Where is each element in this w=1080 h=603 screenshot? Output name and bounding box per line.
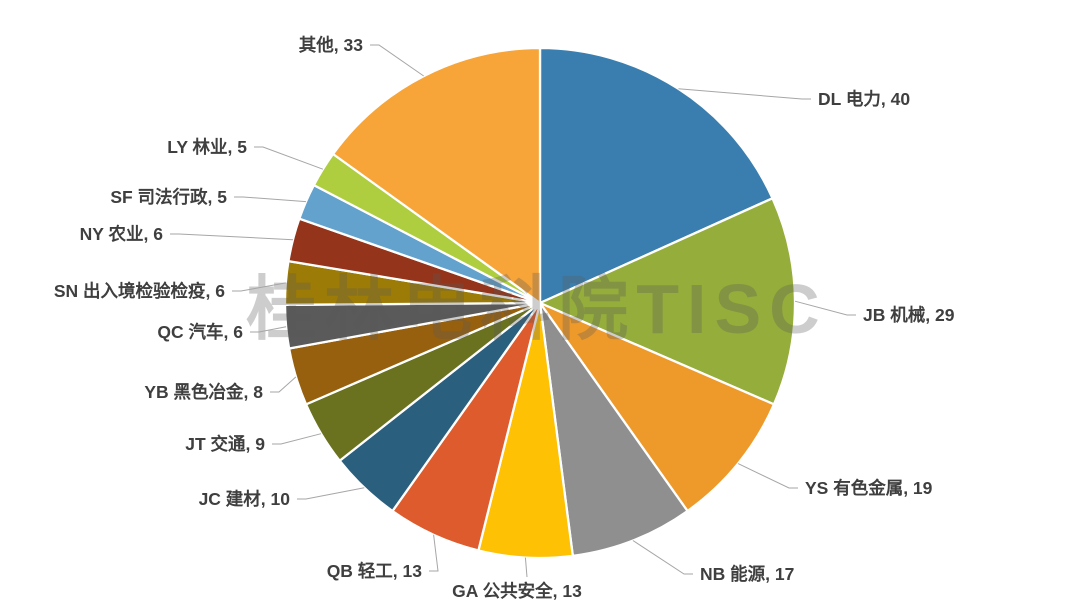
slice-label-qb: QB 轻工, 13 (327, 561, 423, 581)
leader-line-ny (170, 233, 294, 241)
slice-label-yb: YB 黑色冶金, 8 (144, 382, 263, 402)
leader-line-yb (270, 376, 297, 393)
leader-line-nb (632, 540, 693, 575)
slice-label-ga: GA 公共安全, 13 (452, 581, 582, 601)
watermark-text: 桂林电科院TISC (246, 270, 827, 348)
leader-line-jc (297, 487, 365, 500)
pie-slice-ys (538, 301, 776, 513)
leader-line-dl (678, 88, 811, 100)
slice-label-jc: JC 建材, 10 (199, 489, 291, 509)
slice-label-ny: NY 农业, 6 (80, 224, 164, 244)
leader-line-ly (254, 146, 324, 170)
leader-line-jt (272, 433, 322, 445)
slice-label-sn: SN 出入境检验检疫, 6 (54, 281, 225, 301)
leader-line-sf (234, 196, 307, 203)
slice-label-qc: QC 汽车, 6 (157, 322, 243, 342)
leader-line-ga (524, 557, 528, 578)
slice-label-other: 其他, 33 (299, 35, 363, 55)
leader-line-qb (429, 534, 439, 572)
slice-label-jb: JB 机械, 29 (863, 305, 955, 325)
leader-line-ys (737, 463, 798, 489)
slice-label-dl: DL 电力, 40 (818, 89, 910, 109)
leader-line-other (370, 44, 424, 77)
slice-label-jt: JT 交通, 9 (185, 434, 265, 454)
leader-line-sn (232, 282, 286, 292)
pie-slice-jb (538, 197, 797, 406)
slice-label-ys: YS 有色金属, 19 (805, 478, 933, 498)
slice-label-nb: NB 能源, 17 (700, 564, 794, 584)
pie-slice-other (331, 46, 542, 305)
leader-line-qc (250, 326, 287, 333)
slice-label-ly: LY 林业, 5 (167, 137, 247, 157)
leader-line-jb (794, 300, 856, 316)
slice-label-sf: SF 司法行政, 5 (110, 187, 227, 207)
